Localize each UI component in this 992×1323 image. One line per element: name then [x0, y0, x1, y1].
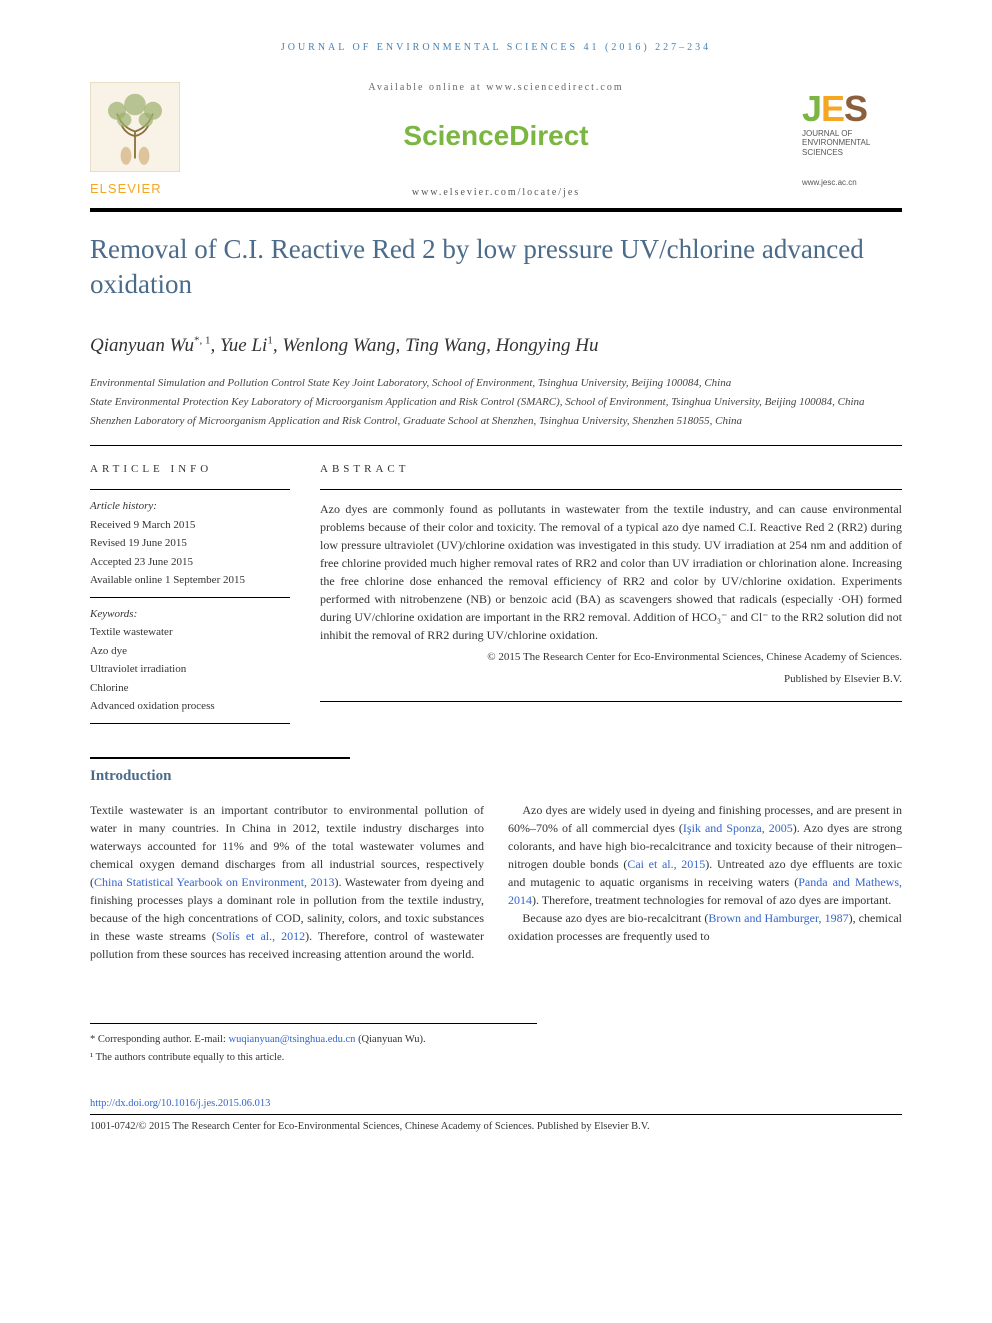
intro-para-1: Textile wastewater is an important contr…: [90, 801, 484, 963]
citation-link[interactable]: Işik and Sponza, 2005: [683, 821, 793, 835]
elsevier-name: ELSEVIER: [90, 179, 190, 199]
doi-line: http://dx.doi.org/10.1016/j.jes.2015.06.…: [90, 1096, 902, 1112]
keyword-3: Ultraviolet irradiation: [90, 661, 290, 678]
jes-subtitle: JOURNAL OF ENVIRONMENTAL SCIENCES: [802, 129, 902, 158]
abstract-text: Azo dyes are commonly found as pollutant…: [320, 500, 902, 644]
history-label: Article history:: [90, 498, 290, 515]
affiliation-3: Shenzhen Laboratory of Microorganism App…: [90, 414, 902, 429]
info-abstract-row: ARTICLE INFO Article history: Received 9…: [90, 461, 902, 732]
masthead: ELSEVIER Available online at www.science…: [90, 80, 902, 212]
citation-link[interactable]: Solís et al., 2012: [216, 929, 305, 943]
sciencedirect-logo-text: ScienceDirect: [403, 120, 588, 151]
abstract-head: ABSTRACT: [320, 461, 902, 478]
elsevier-logo: ELSEVIER: [90, 82, 190, 199]
intro-rule: [90, 757, 350, 759]
locate-url: www.elsevier.com/locate/jes: [200, 185, 792, 200]
affiliation-1: Environmental Simulation and Pollution C…: [90, 376, 902, 391]
article-title: Removal of C.I. Reactive Red 2 by low pr…: [90, 232, 902, 302]
authors-list: Qianyuan Wu*, 1, Yue Li1, Wenlong Wang, …: [90, 332, 902, 361]
doi-link[interactable]: http://dx.doi.org/10.1016/j.jes.2015.06.…: [90, 1098, 270, 1109]
accepted-date: Accepted 23 June 2015: [90, 554, 290, 571]
sciencedirect-badge: ScienceDirect: [387, 105, 604, 167]
article-info-head: ARTICLE INFO: [90, 461, 290, 478]
keyword-1: Textile wastewater: [90, 624, 290, 641]
jes-brand-text: JES: [802, 91, 902, 127]
email-link[interactable]: wuqianyuan@tsinghua.edu.cn: [229, 1034, 356, 1045]
citation-link[interactable]: China Statistical Yearbook on Environmen…: [94, 875, 335, 889]
intro-para-2: Azo dyes are widely used in dyeing and f…: [508, 801, 902, 909]
equal-contrib-note: ¹ The authors contribute equally to this…: [90, 1050, 537, 1066]
corresponding-author: * Corresponding author. E-mail: wuqianyu…: [90, 1032, 537, 1048]
elsevier-tree-icon: [90, 82, 180, 172]
keyword-2: Azo dye: [90, 643, 290, 660]
masthead-center: Available online at www.sciencedirect.co…: [190, 80, 802, 200]
running-head: JOURNAL OF ENVIRONMENTAL SCIENCES 41 (20…: [90, 40, 902, 55]
copyright-line-1: © 2015 The Research Center for Eco-Envir…: [320, 650, 902, 665]
issn-copyright-line: 1001-0742/© 2015 The Research Center for…: [90, 1114, 902, 1135]
online-date: Available online 1 September 2015: [90, 572, 290, 589]
intro-para-3: Because azo dyes are bio-recalcitrant (B…: [508, 909, 902, 945]
received-date: Received 9 March 2015: [90, 517, 290, 534]
affiliation-2: State Environmental Protection Key Labor…: [90, 395, 902, 410]
affiliations: Environmental Simulation and Pollution C…: [90, 376, 902, 430]
introduction-section: Introduction Textile wastewater is an im…: [90, 757, 902, 964]
citation-link[interactable]: Brown and Hamburger, 1987: [708, 911, 848, 925]
keywords-label: Keywords:: [90, 606, 290, 623]
copyright-line-2: Published by Elsevier B.V.: [320, 672, 902, 687]
abstract-col: ABSTRACT Azo dyes are commonly found as …: [320, 461, 902, 732]
body-two-col: Textile wastewater is an important contr…: [90, 801, 902, 963]
divider: [90, 445, 902, 446]
introduction-heading: Introduction: [90, 765, 902, 788]
citation-link[interactable]: Cai et al., 2015: [627, 857, 705, 871]
jes-url: www.jesc.ac.cn: [802, 177, 902, 189]
revised-date: Revised 19 June 2015: [90, 535, 290, 552]
keyword-4: Chlorine: [90, 680, 290, 697]
jes-logo: JES JOURNAL OF ENVIRONMENTAL SCIENCES ww…: [802, 91, 902, 190]
article-info-col: ARTICLE INFO Article history: Received 9…: [90, 461, 290, 732]
keyword-5: Advanced oxidation process: [90, 698, 290, 715]
footnotes: * Corresponding author. E-mail: wuqianyu…: [90, 1023, 537, 1066]
available-online-text: Available online at www.sciencedirect.co…: [200, 80, 792, 95]
